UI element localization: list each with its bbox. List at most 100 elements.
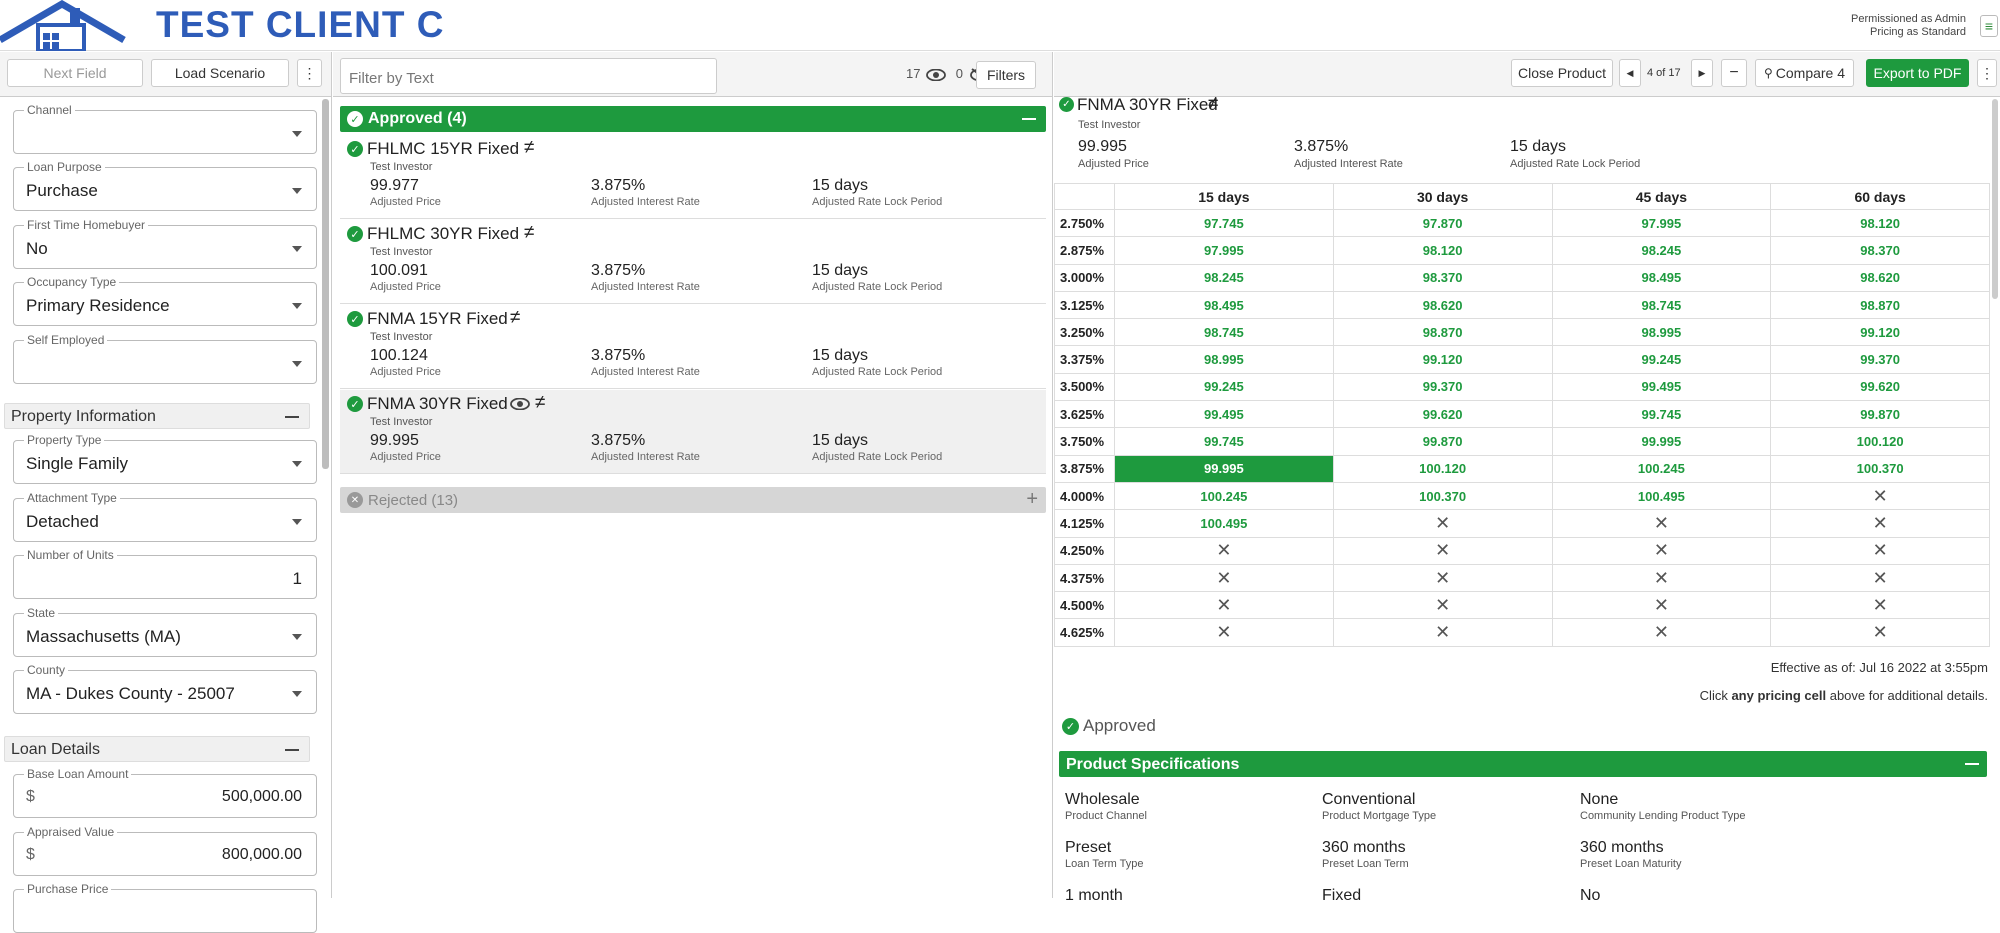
price-cell[interactable]: 99.245: [1114, 372, 1334, 402]
app-header: TEST CLIENT C Permissioned as Admin Pric…: [0, 0, 2000, 51]
ineligible-cell: ✕: [1551, 618, 1772, 647]
minus-icon[interactable]: −: [1721, 59, 1747, 87]
state-select[interactable]: State Massachusetts (MA): [13, 606, 317, 657]
price-cell[interactable]: 100.245: [1551, 454, 1772, 483]
price-cell[interactable]: 99.995: [1551, 427, 1772, 456]
price-cell[interactable]: 99.120: [1770, 318, 1990, 347]
price-cell[interactable]: 100.370: [1332, 481, 1553, 511]
price-cell[interactable]: 100.495: [1114, 509, 1334, 538]
price-cell[interactable]: 99.370: [1332, 372, 1553, 402]
base-loan-amount-input[interactable]: Base Loan Amount $ 500,000.00: [13, 767, 317, 818]
price-cell[interactable]: 100.120: [1332, 454, 1553, 483]
price-cell[interactable]: 97.870: [1332, 208, 1553, 238]
price-cell[interactable]: 98.495: [1551, 263, 1772, 292]
collapse-icon[interactable]: [1022, 118, 1036, 120]
first-time-homebuyer-select[interactable]: First Time Homebuyer No: [13, 218, 317, 269]
filters-button[interactable]: Filters: [976, 61, 1036, 89]
price-cell[interactable]: 98.870: [1770, 290, 1990, 320]
price-cell[interactable]: 98.745: [1114, 318, 1334, 347]
price-cell[interactable]: 100.245: [1114, 481, 1334, 511]
eye-icon[interactable]: [926, 68, 946, 81]
price-cell[interactable]: 98.120: [1332, 236, 1553, 265]
price-cell[interactable]: 99.620: [1332, 400, 1553, 429]
prev-product-icon[interactable]: ◀: [1619, 59, 1641, 87]
loan-purpose-select[interactable]: Loan Purpose Purchase: [13, 160, 317, 211]
channel-select[interactable]: Channel: [13, 103, 317, 154]
price-cell[interactable]: 98.120: [1770, 208, 1990, 238]
filter-input[interactable]: Filter by Text: [340, 58, 717, 94]
caret-down-icon: [292, 634, 302, 640]
appraised-value-input[interactable]: Appraised Value $ 800,000.00: [13, 825, 317, 876]
next-field-button[interactable]: Next Field: [7, 59, 143, 87]
price-cell[interactable]: 99.495: [1114, 400, 1334, 429]
close-product-button[interactable]: Close Product: [1511, 59, 1613, 87]
price-cell[interactable]: 99.870: [1332, 427, 1553, 456]
spec-label: Preset Loan Term: [1322, 858, 1409, 870]
price-cell[interactable]: 98.745: [1551, 290, 1772, 320]
price-cell[interactable]: 99.495: [1551, 372, 1772, 402]
product-row[interactable]: ✓ FNMA 15YR Fixed ≠ Test Investor 100.12…: [340, 305, 1046, 389]
export-pdf-button[interactable]: Export to PDF: [1866, 59, 1969, 87]
hidden-count: 0: [955, 66, 963, 81]
occupancy-type-select[interactable]: Occupancy Type Primary Residence: [13, 275, 317, 326]
price-cell[interactable]: 100.370: [1770, 454, 1990, 483]
price-cell[interactable]: 97.745: [1114, 208, 1334, 238]
collapse-icon[interactable]: [1965, 763, 1979, 765]
price-cell[interactable]: 99.745: [1114, 427, 1334, 456]
rate-cell: 4.500%: [1054, 591, 1115, 620]
scrollbar[interactable]: [322, 99, 329, 469]
more-options-icon[interactable]: ⋮: [297, 59, 322, 87]
price-cell[interactable]: 99.620: [1770, 372, 1990, 402]
check-circle-icon: ✓: [1059, 97, 1074, 112]
lock-value: 15 days: [1510, 138, 1567, 155]
loan-details-section[interactable]: Loan Details: [4, 736, 310, 762]
price-cell[interactable]: 99.370: [1770, 345, 1990, 374]
purchase-price-input[interactable]: Purchase Price: [13, 882, 317, 933]
price-cell[interactable]: 97.995: [1551, 208, 1772, 238]
collapse-icon[interactable]: [285, 416, 299, 418]
price-cell[interactable]: 98.995: [1551, 318, 1772, 347]
price-cell[interactable]: 98.245: [1551, 236, 1772, 265]
county-select[interactable]: County MA - Dukes County - 25007: [13, 663, 317, 714]
price-cell[interactable]: 98.245: [1114, 263, 1334, 292]
scrollbar[interactable]: [1992, 99, 1998, 299]
expand-icon[interactable]: +: [1026, 488, 1038, 510]
number-of-units-input[interactable]: Number of Units 1: [13, 548, 317, 599]
approved-group-header[interactable]: ✓ Approved (4): [340, 106, 1046, 132]
not-equal-icon: ≠: [510, 307, 521, 328]
price-cell[interactable]: 99.120: [1332, 345, 1553, 374]
price-cell[interactable]: 99.245: [1551, 345, 1772, 374]
price-cell[interactable]: 98.370: [1332, 263, 1553, 292]
search-icon: ⚲: [1763, 66, 1773, 80]
load-scenario-button[interactable]: Load Scenario: [151, 59, 289, 87]
property-information-section[interactable]: Property Information: [4, 403, 310, 429]
price-cell[interactable]: 98.620: [1770, 263, 1990, 292]
more-options-icon[interactable]: ⋮: [1977, 59, 1997, 87]
next-product-icon[interactable]: ▶: [1691, 59, 1713, 87]
price-cell-selected[interactable]: 99.995: [1114, 454, 1334, 483]
hamburger-icon[interactable]: ≡: [1980, 15, 1998, 37]
collapse-icon[interactable]: [285, 749, 299, 751]
product-row-selected[interactable]: ✓ FNMA 30YR Fixed ≠ Test Investor 99.995…: [340, 390, 1046, 474]
product-row[interactable]: ✓ FHLMC 30YR Fixed ≠ Test Investor 100.0…: [340, 220, 1046, 304]
price-cell[interactable]: 97.995: [1114, 236, 1334, 265]
rejected-group-header[interactable]: ✕ Rejected (13) +: [340, 487, 1046, 513]
compare-button[interactable]: ⚲ Compare 4: [1755, 59, 1854, 87]
ineligible-cell: ✕: [1551, 536, 1772, 565]
rate-cell: 4.625%: [1054, 618, 1115, 647]
price-cell[interactable]: 98.995: [1114, 345, 1334, 374]
product-row[interactable]: ✓ FHLMC 15YR Fixed ≠ Test Investor 99.97…: [340, 135, 1046, 219]
self-employed-select[interactable]: Self Employed: [13, 333, 317, 384]
price-cell[interactable]: 98.620: [1332, 290, 1553, 320]
price-cell[interactable]: 98.370: [1770, 236, 1990, 265]
property-type-select[interactable]: Property Type Single Family: [13, 433, 317, 484]
price-cell[interactable]: 99.870: [1770, 400, 1990, 429]
price-cell[interactable]: 100.120: [1770, 427, 1990, 456]
product-specs-header[interactable]: Product Specifications: [1059, 751, 1987, 777]
price-cell[interactable]: 98.870: [1332, 318, 1553, 347]
rate-cell: 4.125%: [1054, 509, 1115, 538]
price-cell[interactable]: 99.745: [1551, 400, 1772, 429]
attachment-type-select[interactable]: Attachment Type Detached: [13, 491, 317, 542]
price-cell[interactable]: 100.495: [1551, 481, 1772, 511]
price-cell[interactable]: 98.495: [1114, 290, 1334, 320]
